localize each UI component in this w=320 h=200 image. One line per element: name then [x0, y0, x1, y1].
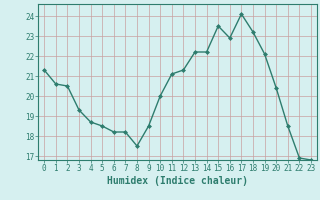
X-axis label: Humidex (Indice chaleur): Humidex (Indice chaleur): [107, 176, 248, 186]
